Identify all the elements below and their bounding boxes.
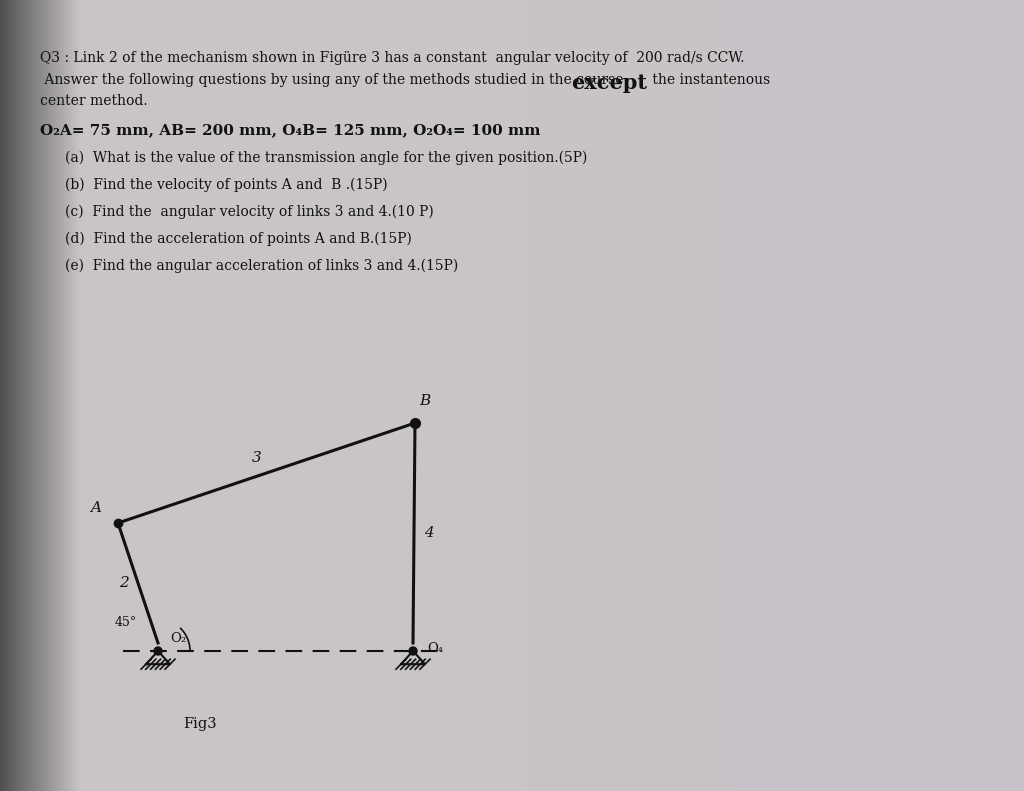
Text: 2: 2: [119, 576, 129, 590]
Text: 4: 4: [424, 526, 434, 540]
Text: O₄: O₄: [427, 642, 443, 654]
Text: (b)  Find the velocity of points A and  B .(15P): (b) Find the velocity of points A and B …: [65, 178, 388, 192]
Text: 45°: 45°: [115, 616, 137, 630]
Text: (e)  Find the angular acceleration of links 3 and 4.(15P): (e) Find the angular acceleration of lin…: [65, 259, 459, 274]
Text: A: A: [90, 501, 101, 515]
Text: Q3 : Link 2 of the mechanism shown in Figüre 3 has a constant  angular velocity : Q3 : Link 2 of the mechanism shown in Fi…: [40, 51, 744, 65]
Text: (a)  What is the value of the transmission angle for the given position.(5P): (a) What is the value of the transmissio…: [65, 151, 588, 165]
Text: center method.: center method.: [40, 94, 147, 108]
Text: 3: 3: [252, 451, 261, 465]
Text: Fig3: Fig3: [183, 717, 217, 731]
Text: O₂: O₂: [170, 631, 186, 645]
Text: except: except: [571, 73, 647, 93]
Circle shape: [154, 647, 162, 655]
Text: the instantenous: the instantenous: [648, 73, 770, 87]
Text: (d)  Find the acceleration of points A and B.(15P): (d) Find the acceleration of points A an…: [65, 232, 412, 246]
Text: Answer the following questions by using any of the methods studied in the course: Answer the following questions by using …: [40, 73, 628, 87]
Text: O₂A= 75 mm, AB= 200 mm, O₄B= 125 mm, O₂O₄= 100 mm: O₂A= 75 mm, AB= 200 mm, O₄B= 125 mm, O₂O…: [40, 123, 541, 137]
Text: (c)  Find the  angular velocity of links 3 and 4.(10 P): (c) Find the angular velocity of links 3…: [65, 205, 434, 219]
Text: B: B: [420, 394, 431, 408]
Circle shape: [409, 647, 417, 655]
